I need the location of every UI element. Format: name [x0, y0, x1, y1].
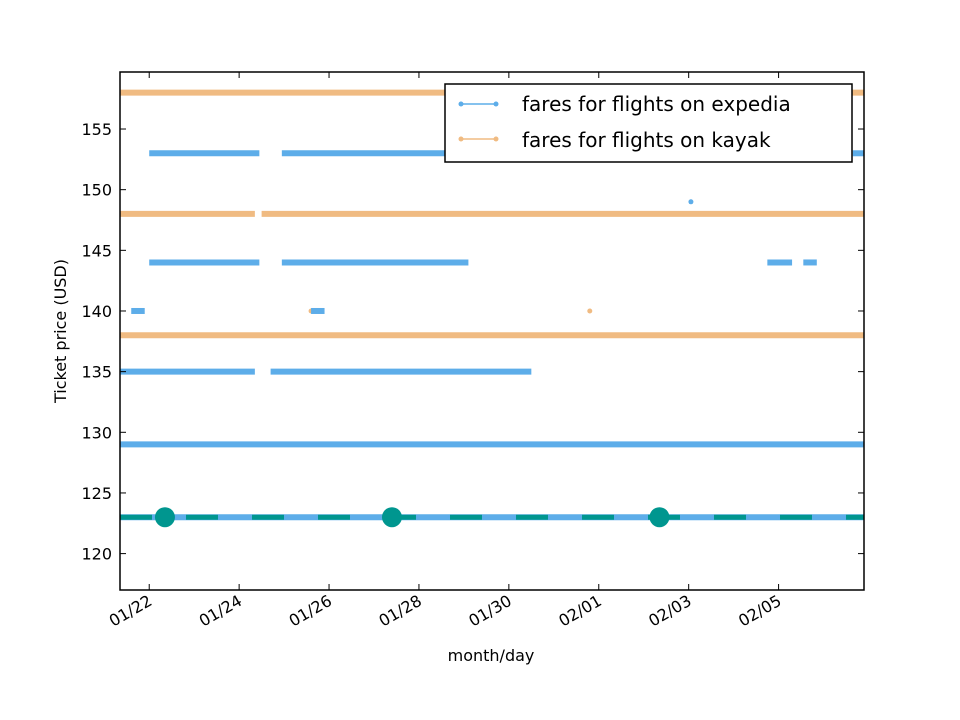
y-tick-label: 120 [81, 545, 112, 564]
y-tick-label: 125 [81, 484, 112, 503]
x-axis-title: month/day [448, 646, 535, 665]
y-tick-label: 140 [81, 302, 112, 321]
legend-marker-expedia [493, 101, 499, 107]
fare-point-kayak [587, 308, 593, 314]
legend-marker-kayak [493, 136, 499, 142]
y-tick-label: 130 [81, 423, 112, 442]
x-tick-label: 01/26 [286, 591, 335, 631]
cheapest-fare-highlight [120, 507, 864, 528]
y-tick-label: 145 [81, 241, 112, 260]
x-tick-label: 01/28 [376, 591, 425, 631]
legend-box [444, 83, 853, 163]
x-tick-label: 01/30 [465, 591, 514, 631]
legend-label-kayak: fares for flights on kayak [522, 128, 771, 152]
legend: fares for flights on expedia fares for f… [444, 83, 853, 163]
y-axis-title: Ticket price (USD) [51, 259, 70, 404]
legend-marker-expedia [458, 101, 464, 107]
y-tick-label: 155 [81, 120, 112, 139]
legend-entry-expedia: fares for flights on expedia [458, 92, 791, 116]
x-tick-label: 02/03 [645, 591, 694, 631]
x-tick-label: 02/05 [735, 591, 784, 631]
plot-area [120, 89, 864, 528]
x-tick-label: 01/24 [196, 591, 245, 631]
cheapest-fare-marker [649, 507, 670, 528]
y-tick-label: 135 [81, 363, 112, 382]
x-tick-label: 02/01 [555, 591, 604, 631]
legend-marker-kayak [458, 136, 464, 142]
legend-entry-kayak: fares for flights on kayak [458, 128, 771, 152]
x-tick-label: 01/22 [106, 591, 155, 631]
y-tick-label: 150 [81, 181, 112, 200]
cheapest-fare-marker [381, 507, 402, 528]
plot-frame [119, 71, 865, 591]
legend-label-expedia: fares for flights on expedia [522, 92, 791, 116]
cheapest-fare-marker [154, 507, 175, 528]
fare-point-expedia [688, 199, 694, 205]
